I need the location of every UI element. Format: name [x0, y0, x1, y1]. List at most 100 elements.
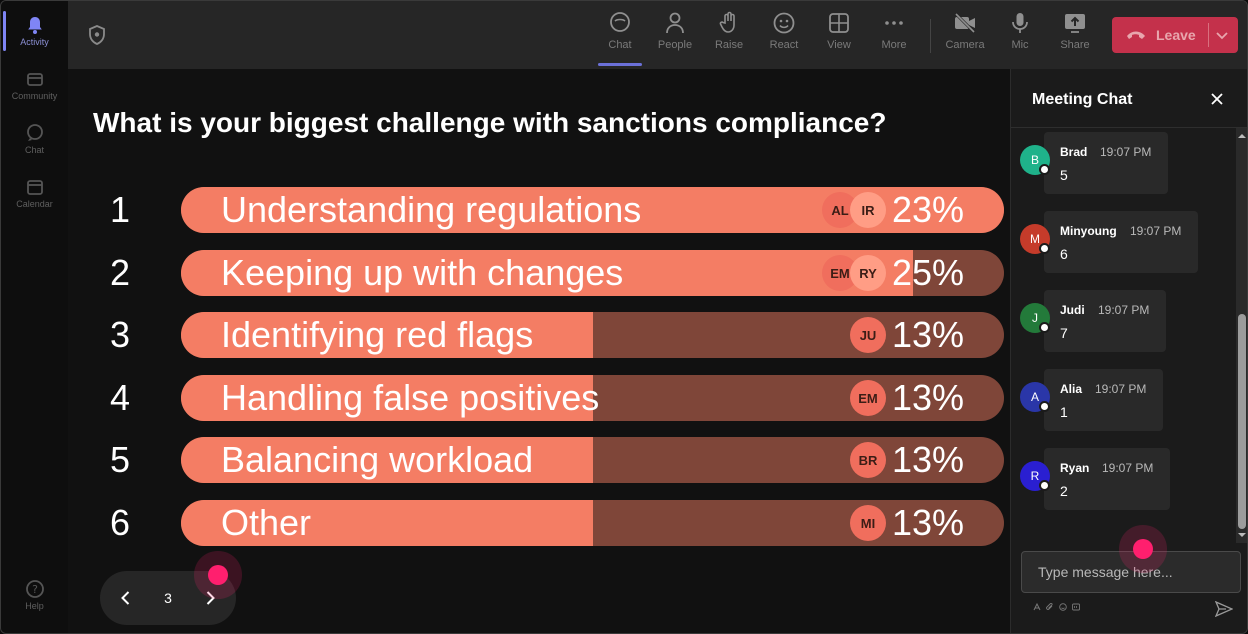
grid-view-icon [829, 13, 849, 33]
leave-divider [1208, 23, 1209, 47]
toolbar-people-button[interactable]: People [650, 11, 700, 51]
rail-item-calendar[interactable]: Calendar [1, 167, 68, 221]
avatar[interactable]: A [1020, 382, 1050, 412]
attach-icon[interactable] [1046, 603, 1054, 611]
toolbar-label: React [769, 39, 799, 51]
rail-item-activity[interactable]: Activity [1, 5, 68, 59]
option-label: Balancing workload [221, 439, 534, 480]
voter-avatar: RY [850, 255, 886, 291]
chat-divider [1011, 127, 1247, 128]
help-icon: ? [25, 580, 44, 598]
poll-option-bar[interactable]: Keeping up with changes EM RY 25% [181, 250, 1004, 296]
toolbar-react-button[interactable]: React [759, 11, 809, 51]
meeting-chat-panel: Meeting Chat Brad 19:07 PM 5 B Minyoung 19:07… [1010, 69, 1247, 633]
option-label: Identifying red flags [221, 314, 534, 355]
leave-button[interactable]: Leave [1112, 17, 1238, 53]
avatar-initial: A [1030, 390, 1039, 404]
option-label: Other [221, 502, 312, 543]
toolbar-label: Camera [945, 39, 985, 51]
poll-option-bar[interactable]: Other MI 13% [181, 500, 1004, 546]
option-result-fill [181, 375, 593, 421]
poll-option-bar[interactable]: Identifying red flags JU 13% [181, 312, 1004, 358]
poll-stage: What is your biggest challenge with sanc… [68, 69, 1010, 633]
chat-message[interactable]: Minyoung 19:07 PM 6 [1044, 211, 1198, 273]
chat-icon [26, 124, 43, 141]
more-dots-icon [885, 21, 903, 25]
poll-option-bar[interactable]: Handling false positives EM 13% [181, 375, 1004, 421]
message-time: 19:07 PM [1100, 145, 1152, 159]
gif-icon[interactable] [1072, 603, 1080, 611]
hang-up-icon [1127, 31, 1145, 39]
avatar-initial: M [1030, 232, 1040, 246]
poll-option-bar[interactable]: Balancing workload BR 13% [181, 437, 1004, 483]
chat-message-list[interactable]: Brad 19:07 PM 5 B Minyoung 19:07 PM 6 M Judi 19:0… [1011, 128, 1236, 543]
format-text-icon[interactable] [1033, 603, 1041, 611]
avatar-initial: B [1030, 153, 1039, 167]
smiley-icon [773, 12, 795, 34]
toolbar-label: View [827, 39, 851, 51]
chevron-right-icon[interactable] [200, 588, 220, 608]
voter-avatar: IR [850, 192, 886, 228]
toolbar-chat-button[interactable]: Chat [595, 11, 645, 66]
chevron-left-icon[interactable] [116, 588, 136, 608]
option-number: 5 [109, 439, 131, 480]
voter-avatar: EM [850, 380, 886, 416]
meeting-toolbar: Chat People Raise React View More Camera [68, 1, 1247, 69]
rail-item-help[interactable]: ? Help [1, 569, 68, 623]
option-result-fill [181, 312, 593, 358]
scroll-up-icon[interactable] [1238, 132, 1246, 140]
toolbar-mic-button[interactable]: Mic [995, 11, 1045, 51]
pointer-highlight [208, 565, 228, 585]
option-number: 3 [109, 314, 131, 355]
message-author: Judi [1060, 303, 1085, 317]
message-author: Minyoung [1060, 224, 1117, 238]
voter-avatar: BR [850, 442, 886, 478]
toolbar-view-button[interactable]: View [814, 11, 864, 51]
send-icon[interactable] [1215, 601, 1233, 617]
chat-message[interactable]: Brad 19:07 PM 5 [1044, 132, 1168, 194]
voter-avatar: AL [822, 192, 858, 228]
chat-message[interactable]: Ryan 19:07 PM 2 [1044, 448, 1170, 510]
toolbar-label: Mic [1011, 39, 1029, 51]
option-result-fill [181, 250, 913, 296]
avatar[interactable]: R [1020, 461, 1050, 491]
message-text: 6 [1060, 246, 1068, 262]
option-percent: 13% [891, 502, 964, 543]
poll-option-bar[interactable]: Understanding regulations AL IR 23% [181, 187, 1004, 233]
camera-off-icon [954, 12, 976, 34]
people-icon [666, 12, 684, 34]
calendar-icon [26, 180, 43, 195]
chat-scrollbar[interactable] [1236, 128, 1247, 543]
avatar[interactable]: B [1020, 145, 1050, 175]
chevron-down-icon[interactable] [1215, 28, 1229, 42]
emoji-icon[interactable] [1059, 603, 1067, 611]
toolbar-raise-button[interactable]: Raise [704, 11, 754, 51]
close-icon[interactable] [1209, 91, 1225, 107]
message-author: Ryan [1060, 461, 1090, 475]
shield-icon[interactable] [88, 25, 106, 45]
avatar[interactable]: J [1020, 303, 1050, 333]
toolbar-label: People [657, 39, 693, 51]
option-result-fill [181, 500, 593, 546]
chat-message-input[interactable] [1021, 551, 1241, 593]
chat-message[interactable]: Alia 19:07 PM 1 [1044, 369, 1163, 431]
presence-status-icon [1039, 401, 1050, 412]
toolbar-more-button[interactable]: More [869, 11, 919, 51]
option-percent: 25% [891, 252, 964, 293]
toolbar-camera-button[interactable]: Camera [940, 11, 990, 51]
option-percent: 13% [891, 377, 964, 418]
option-result-fill [181, 437, 593, 483]
toolbar-label: Chat [608, 39, 632, 51]
rail-item-chat[interactable]: Chat [1, 113, 68, 167]
avatar[interactable]: M [1020, 224, 1050, 254]
presence-status-icon [1039, 164, 1050, 175]
message-author: Brad [1060, 145, 1088, 159]
rail-label: Activity [20, 37, 49, 47]
scroll-down-icon[interactable] [1238, 531, 1246, 539]
chat-message[interactable]: Judi 19:07 PM 7 [1044, 290, 1166, 352]
rail-item-community[interactable]: Community [1, 59, 68, 113]
toolbar-share-button[interactable]: Share [1050, 11, 1100, 51]
share-screen-icon [1065, 14, 1085, 33]
scrollbar-thumb[interactable] [1238, 314, 1246, 529]
option-label: Handling false positives [221, 377, 600, 418]
